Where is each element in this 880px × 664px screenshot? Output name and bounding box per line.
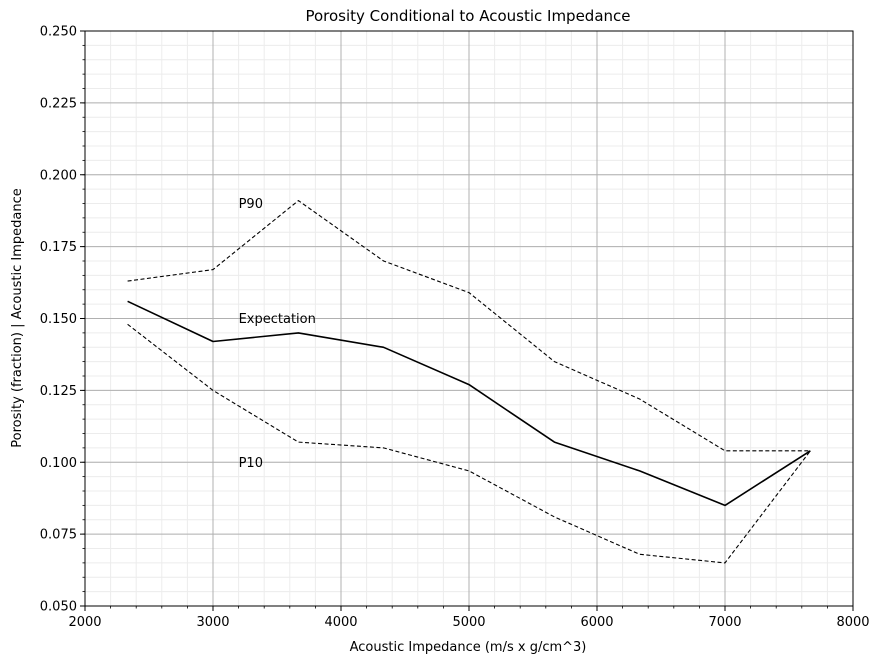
annotation-p10: P10 bbox=[239, 456, 263, 471]
y-tick-label: 0.225 bbox=[40, 96, 77, 111]
y-tick-label: 0.175 bbox=[40, 240, 77, 255]
x-tick-label: 7000 bbox=[708, 615, 741, 630]
annotation-p90: P90 bbox=[239, 197, 263, 212]
y-tick-label: 0.100 bbox=[40, 456, 77, 471]
y-tick-label: 0.150 bbox=[40, 312, 77, 327]
annotation-layer: P90 Expectation P10 bbox=[239, 197, 316, 471]
x-axis-label: Acoustic Impedance (m/s x g/cm^3) bbox=[350, 640, 587, 655]
series-line-expectation bbox=[127, 300, 811, 507]
y-tick-label: 0.125 bbox=[40, 384, 77, 399]
y-tick-label: 0.250 bbox=[40, 25, 77, 40]
x-tick-label: 3000 bbox=[196, 615, 229, 630]
x-tick-label: 2000 bbox=[68, 615, 101, 630]
y-tick-label: 0.050 bbox=[40, 600, 77, 615]
annotation-expectation: Expectation bbox=[239, 312, 316, 327]
x-tick-label: 8000 bbox=[836, 615, 869, 630]
y-tick-label: 0.200 bbox=[40, 168, 77, 183]
x-tick-label: 5000 bbox=[452, 615, 485, 630]
chart-title: Porosity Conditional to Acoustic Impedan… bbox=[305, 7, 630, 25]
axis-ticks: 2000 3000 4000 5000 6000 7000 8000 0.050 0.075 0.… bbox=[40, 25, 870, 631]
y-tick-label: 0.075 bbox=[40, 528, 77, 543]
y-axis-label: Porosity (fraction) | Acoustic Impedance bbox=[10, 188, 25, 448]
x-tick-label: 4000 bbox=[324, 615, 357, 630]
series-line-p90 bbox=[127, 200, 811, 452]
x-tick-label: 6000 bbox=[580, 615, 613, 630]
series-layer bbox=[127, 200, 811, 564]
